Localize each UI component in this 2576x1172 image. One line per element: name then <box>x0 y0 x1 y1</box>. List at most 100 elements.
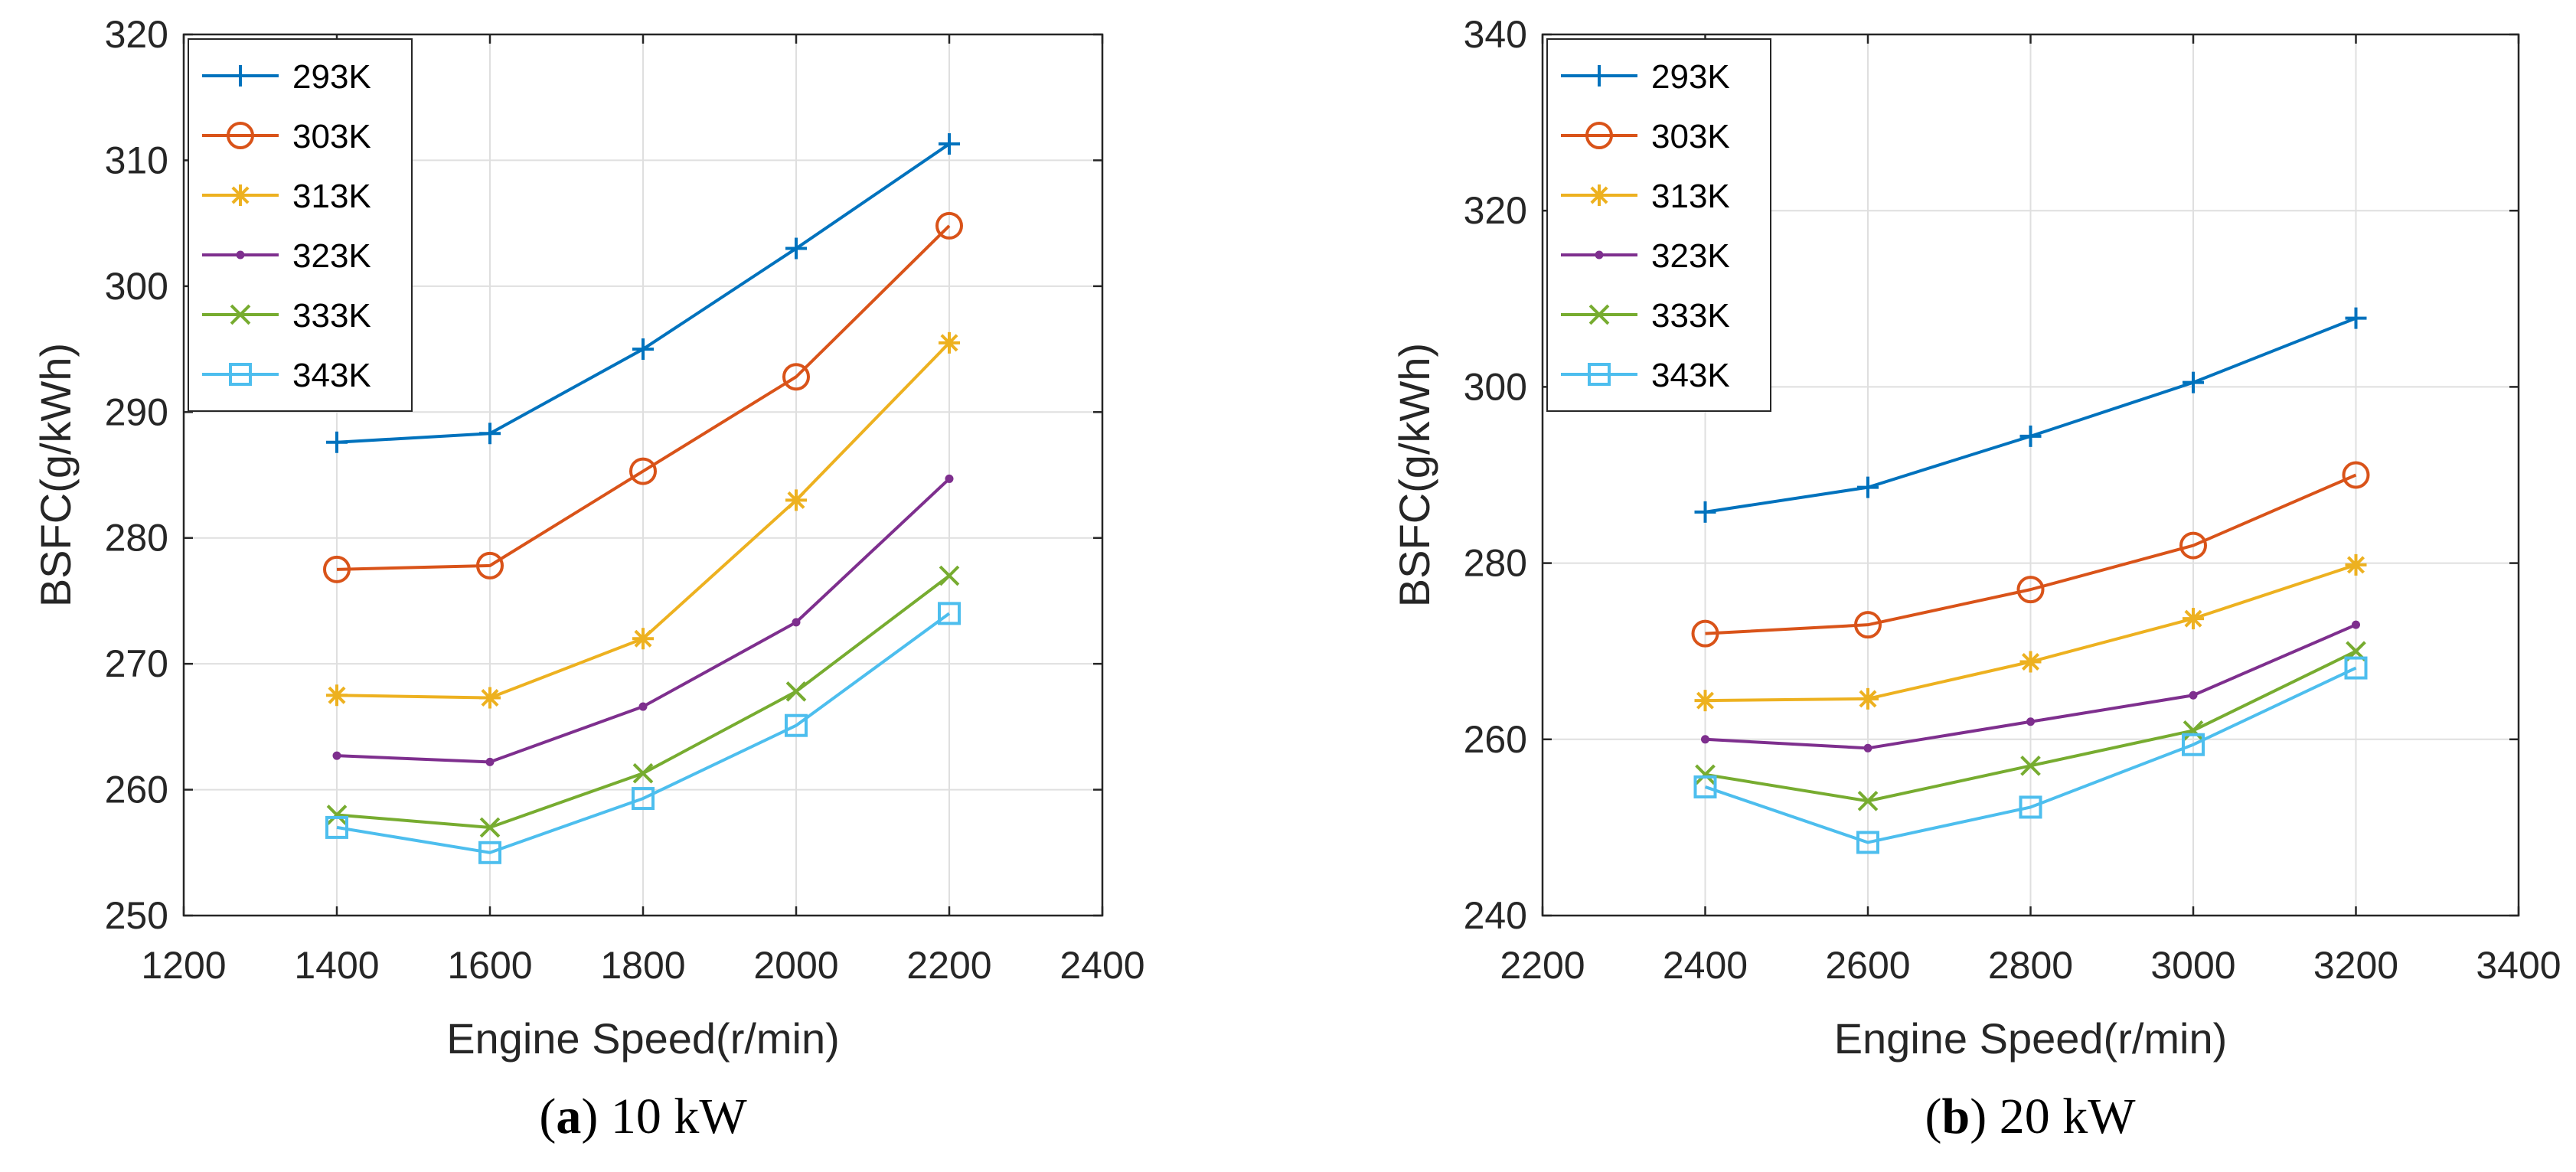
y-tick-label: 320 <box>1464 189 1527 232</box>
data-point <box>2345 307 2367 329</box>
series-333K <box>326 565 960 838</box>
x-tick-label: 1600 <box>447 944 532 987</box>
y-tick-label: 270 <box>105 642 168 685</box>
data-point <box>1694 690 1716 712</box>
caption-text: 10 kW <box>598 1089 747 1144</box>
panel-caption: (a) 10 kW <box>539 1089 747 1144</box>
series-303K <box>323 211 963 583</box>
y-axis-label: BSFC(g/kWh) <box>31 343 80 607</box>
data-point <box>632 787 655 811</box>
legend-item-333K: 333K <box>1561 297 1730 335</box>
legend: 293K 303K 313K 323K 333K 343K <box>1546 38 1771 412</box>
data-point <box>478 841 501 864</box>
series-343K <box>325 602 961 864</box>
legend-marker <box>1585 122 1613 149</box>
y-tick-label: 300 <box>105 265 168 308</box>
data-point <box>1857 791 1879 811</box>
series-333K <box>1695 641 2366 811</box>
x-tick-label: 2000 <box>753 944 838 987</box>
x-tick-label: 3000 <box>2150 944 2235 987</box>
data-point <box>323 555 351 583</box>
data-point <box>1694 501 1716 523</box>
data-point <box>2182 733 2205 756</box>
legend-label: 303K <box>292 118 371 155</box>
data-point <box>1856 831 1879 854</box>
x-tick-label: 2200 <box>1500 944 1585 987</box>
legend-marker <box>229 363 252 386</box>
data-point <box>479 423 501 445</box>
caption-text: 20 kW <box>1987 1089 2136 1144</box>
legend-box <box>1546 38 1771 412</box>
data-point <box>632 762 654 784</box>
data-point <box>1863 743 1872 752</box>
data-point <box>479 817 501 838</box>
series-303K <box>1691 461 2370 648</box>
x-tick-label: 3200 <box>2313 944 2398 987</box>
legend-label: 343K <box>1651 357 1730 394</box>
data-point <box>785 713 808 737</box>
legend-item-293K: 293K <box>202 58 371 96</box>
caption-open: ( <box>539 1089 556 1144</box>
legend-item-343K: 343K <box>1561 357 1730 394</box>
legend-label: 333K <box>1651 297 1730 335</box>
data-point <box>2179 531 2207 560</box>
legend-item-323K: 323K <box>202 237 371 275</box>
legend-marker <box>227 122 254 149</box>
legend-marker <box>236 250 245 260</box>
legend-marker <box>1588 184 1610 206</box>
y-tick-label: 280 <box>1464 542 1527 585</box>
series-line <box>1704 666 2357 844</box>
data-point <box>1701 735 1709 744</box>
data-point <box>326 805 348 825</box>
series-313K <box>326 331 960 709</box>
data-point <box>629 457 657 485</box>
data-point <box>2342 461 2370 489</box>
x-axis-label: Engine Speed(r/min) <box>1834 1014 2228 1063</box>
data-point <box>939 133 960 155</box>
legend-marker <box>1588 65 1610 87</box>
y-tick-label: 260 <box>1464 718 1527 761</box>
data-point <box>938 602 961 625</box>
data-point <box>2189 690 2198 700</box>
data-point <box>1857 687 1879 710</box>
data-point <box>332 751 341 760</box>
x-tick-label: 3400 <box>2476 944 2561 987</box>
data-point <box>325 815 348 839</box>
data-point <box>785 237 807 260</box>
data-point <box>939 331 960 354</box>
series-293K <box>1694 307 2367 523</box>
legend-label: 293K <box>1651 58 1730 96</box>
data-point <box>792 618 801 627</box>
chart-panel-a: 1200 1400 1600 1800 2000 2200 2400 250 260 270 280… <box>31 13 1145 1144</box>
legend-label: 293K <box>292 58 371 96</box>
y-tick-label: 300 <box>1464 365 1527 408</box>
caption-close: ) <box>1970 1089 1987 1144</box>
data-point <box>1695 764 1716 785</box>
x-tick-label: 2200 <box>906 944 991 987</box>
series-323K <box>1701 620 2360 752</box>
legend-marker <box>1588 304 1610 325</box>
data-point <box>2183 720 2204 741</box>
data-point <box>2019 795 2042 819</box>
data-point <box>2020 756 2041 776</box>
y-tick-label: 280 <box>105 517 168 560</box>
chart-panel-b: 2200 2400 2600 2800 3000 3200 3400 240 260 280 300… <box>1390 13 2561 1144</box>
x-tick-label: 2800 <box>1988 944 2073 987</box>
data-point <box>1691 619 1719 648</box>
data-point <box>2352 620 2360 629</box>
x-tick-label: 2400 <box>1663 944 1748 987</box>
y-tick-label: 310 <box>105 139 168 181</box>
legend-item-343K: 343K <box>202 357 371 394</box>
data-point <box>935 211 963 240</box>
legend-marker <box>1588 363 1611 386</box>
data-point <box>326 431 348 453</box>
y-axis-label: BSFC(g/kWh) <box>1390 343 1438 607</box>
series-343K <box>1693 656 2368 854</box>
data-point <box>476 551 504 579</box>
data-point <box>2026 717 2035 726</box>
series-313K <box>1694 553 2367 712</box>
data-point <box>479 687 501 709</box>
legend-label: 343K <box>292 357 371 394</box>
series-line <box>336 612 951 854</box>
